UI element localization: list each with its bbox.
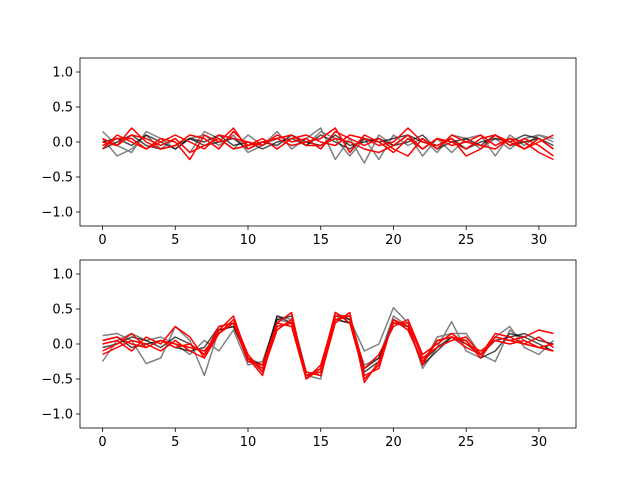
x-tick-label: 5 bbox=[171, 233, 179, 248]
series-line-8 bbox=[102, 311, 554, 380]
x-tick-label: 20 bbox=[385, 233, 402, 248]
y-tick-label: −0.5 bbox=[41, 171, 73, 186]
y-tick-label: −0.5 bbox=[41, 373, 73, 388]
series-line-8 bbox=[102, 130, 554, 161]
y-tick-label: −1.0 bbox=[41, 408, 73, 423]
series-line-6 bbox=[102, 127, 554, 161]
x-tick-label: 30 bbox=[531, 233, 548, 248]
y-tick-label: 0.0 bbox=[52, 338, 73, 353]
x-tick-label: 5 bbox=[171, 435, 179, 450]
series-line-7 bbox=[102, 134, 554, 154]
y-tick-label: −1.0 bbox=[41, 206, 73, 221]
series-line-7 bbox=[102, 315, 554, 377]
x-tick-label: 25 bbox=[458, 233, 475, 248]
y-tick-label: 0.0 bbox=[52, 136, 73, 151]
y-tick-label: 0.5 bbox=[52, 303, 73, 318]
x-tick-label: 0 bbox=[98, 233, 106, 248]
x-tick-label: 10 bbox=[240, 435, 257, 450]
x-tick-label: 15 bbox=[312, 233, 329, 248]
x-tick-label: 10 bbox=[240, 233, 257, 248]
x-tick-label: 30 bbox=[531, 435, 548, 450]
x-tick-label: 15 bbox=[312, 435, 329, 450]
series-line-6 bbox=[102, 311, 554, 384]
y-tick-label: 1.0 bbox=[52, 66, 73, 81]
x-tick-label: 20 bbox=[385, 435, 402, 450]
subplot-2: 0 5 10 15 20 25 30 −1.0 −0.5 0.0 0.5 1.0 bbox=[41, 259, 577, 450]
y-tick-label: 0.5 bbox=[52, 101, 73, 116]
subplot-1: 0 5 10 15 20 25 30 −1.0 −0.5 0.0 0.5 1.0 bbox=[41, 57, 577, 248]
x-tick-label: 0 bbox=[98, 435, 106, 450]
x-tick-label: 25 bbox=[458, 435, 475, 450]
y-tick-label: 1.0 bbox=[52, 268, 73, 283]
